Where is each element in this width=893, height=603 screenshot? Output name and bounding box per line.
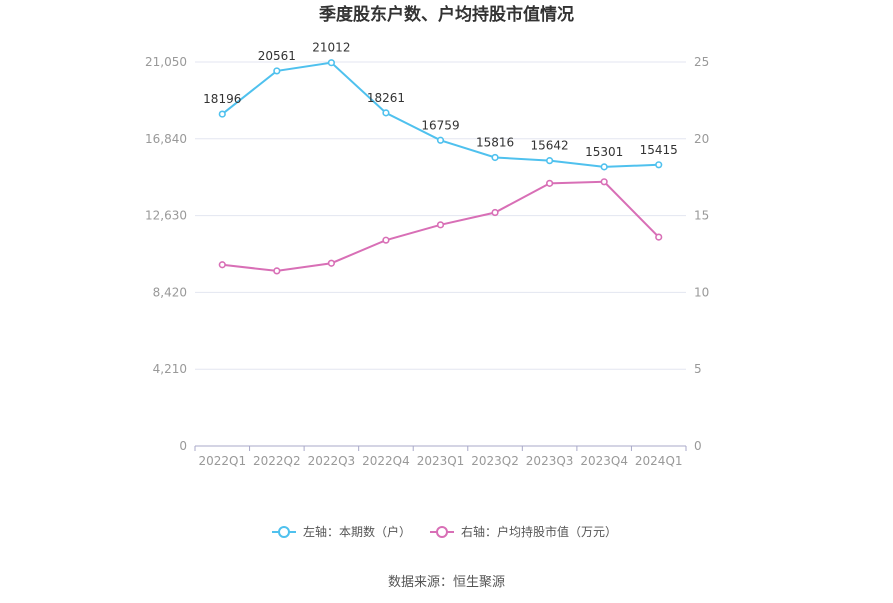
- data-label: 16759: [421, 118, 459, 132]
- data-label: 18196: [203, 92, 241, 106]
- right-tick-label: 15: [694, 209, 709, 223]
- x-tick-label: 2022Q1: [198, 454, 246, 468]
- legend-marker: [436, 526, 448, 538]
- x-tick-label: 2023Q3: [526, 454, 574, 468]
- data-label: 21012: [312, 41, 350, 55]
- data-label: 15642: [531, 139, 569, 153]
- left-tick-label: 8,420: [153, 285, 187, 299]
- data-label: 18261: [367, 91, 405, 105]
- data-point: [382, 109, 390, 117]
- series-layer: 18196 20561 21012 18261 16759 15816 15642 15301…: [203, 41, 678, 275]
- right-tick-label: 10: [694, 285, 709, 299]
- x-tick-label: 2022Q4: [362, 454, 410, 468]
- data-point: [327, 59, 335, 67]
- left-axis: 0 4,210 8,420 12,630 16,840 21,050: [145, 55, 187, 453]
- right-tick-label: 20: [694, 132, 709, 146]
- data-point: [273, 267, 281, 275]
- right-tick-label: 5: [694, 362, 702, 376]
- data-point: [491, 153, 499, 162]
- data-point: [382, 236, 390, 244]
- legend-label: 右轴：户均持股市值（万元）: [461, 524, 617, 539]
- data-point: [655, 161, 663, 169]
- data-point: [546, 157, 554, 165]
- data-point: [436, 221, 445, 229]
- data-point: [436, 136, 445, 144]
- data-point: [491, 208, 499, 217]
- source-note: 数据来源：恒生聚源: [388, 575, 505, 590]
- x-tick-label: 2022Q2: [253, 454, 301, 468]
- data-label: 20561: [258, 49, 296, 63]
- chart-title: 季度股东户数、户均持股市值情况: [319, 4, 574, 25]
- left-tick-label: 0: [179, 439, 187, 453]
- data-label: 15301: [585, 145, 623, 159]
- legend-marker: [278, 526, 290, 538]
- grid: [195, 61, 686, 370]
- data-point: [546, 179, 554, 187]
- x-tick-label: 2024Q1: [635, 454, 683, 468]
- data-point: [600, 178, 608, 186]
- data-point: [273, 67, 281, 75]
- data-label: 15415: [640, 143, 678, 157]
- data-label: 15816: [476, 135, 514, 149]
- right-tick-label: 25: [694, 55, 709, 69]
- x-tick-label: 2023Q2: [471, 454, 519, 468]
- data-point: [655, 233, 663, 241]
- right-axis: 0 5 10 15 20 25: [694, 55, 709, 453]
- data-point: [327, 259, 335, 267]
- legend: 左轴：本期数（户） 右轴：户均持股市值（万元）: [272, 524, 617, 539]
- x-tick-label: 2023Q4: [580, 454, 628, 468]
- left-tick-label: 12,630: [145, 209, 187, 223]
- data-point: [600, 163, 608, 171]
- data-point: [218, 261, 226, 269]
- x-axis: 2022Q1 2022Q2 2022Q3 2022Q4 2023Q1 2023Q2 2023…: [194, 445, 687, 468]
- x-tick-label: 2022Q3: [308, 454, 356, 468]
- x-tick-label: 2023Q1: [417, 454, 465, 468]
- left-tick-label: 21,050: [145, 55, 187, 69]
- left-tick-label: 4,210: [153, 362, 187, 376]
- left-tick-label: 16,840: [145, 132, 187, 146]
- data-point: [218, 110, 226, 118]
- right-tick-label: 0: [694, 439, 702, 453]
- legend-label: 左轴：本期数（户）: [303, 524, 411, 539]
